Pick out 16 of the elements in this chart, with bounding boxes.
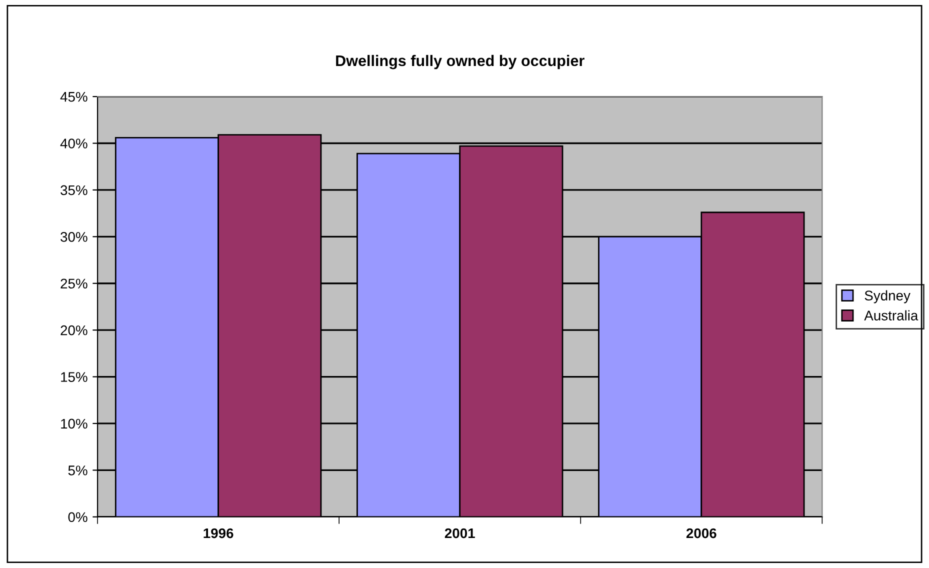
y-tick-label: 35% <box>60 185 88 196</box>
y-tick-label: 25% <box>60 278 88 289</box>
y-tick-label: 5% <box>68 466 88 476</box>
x-tick-label: 2001 <box>444 528 475 538</box>
legend-label: Australia <box>864 310 918 320</box>
y-tick-label: 30% <box>60 232 88 242</box>
legend-label: Sydney <box>864 290 910 304</box>
chart-title: Dwellings fully owned by occupier <box>336 54 584 70</box>
y-tick-label: 0% <box>68 512 88 522</box>
x-tick-label: 2006 <box>686 528 716 538</box>
x-tick-label: 1996 <box>204 528 234 538</box>
y-tick-label: 15% <box>61 372 88 382</box>
y-tick-label: 45% <box>60 92 88 102</box>
y-tick-label: 40% <box>60 138 88 148</box>
y-tick-label: 10% <box>61 418 88 429</box>
y-tick-label: 20% <box>60 325 88 336</box>
